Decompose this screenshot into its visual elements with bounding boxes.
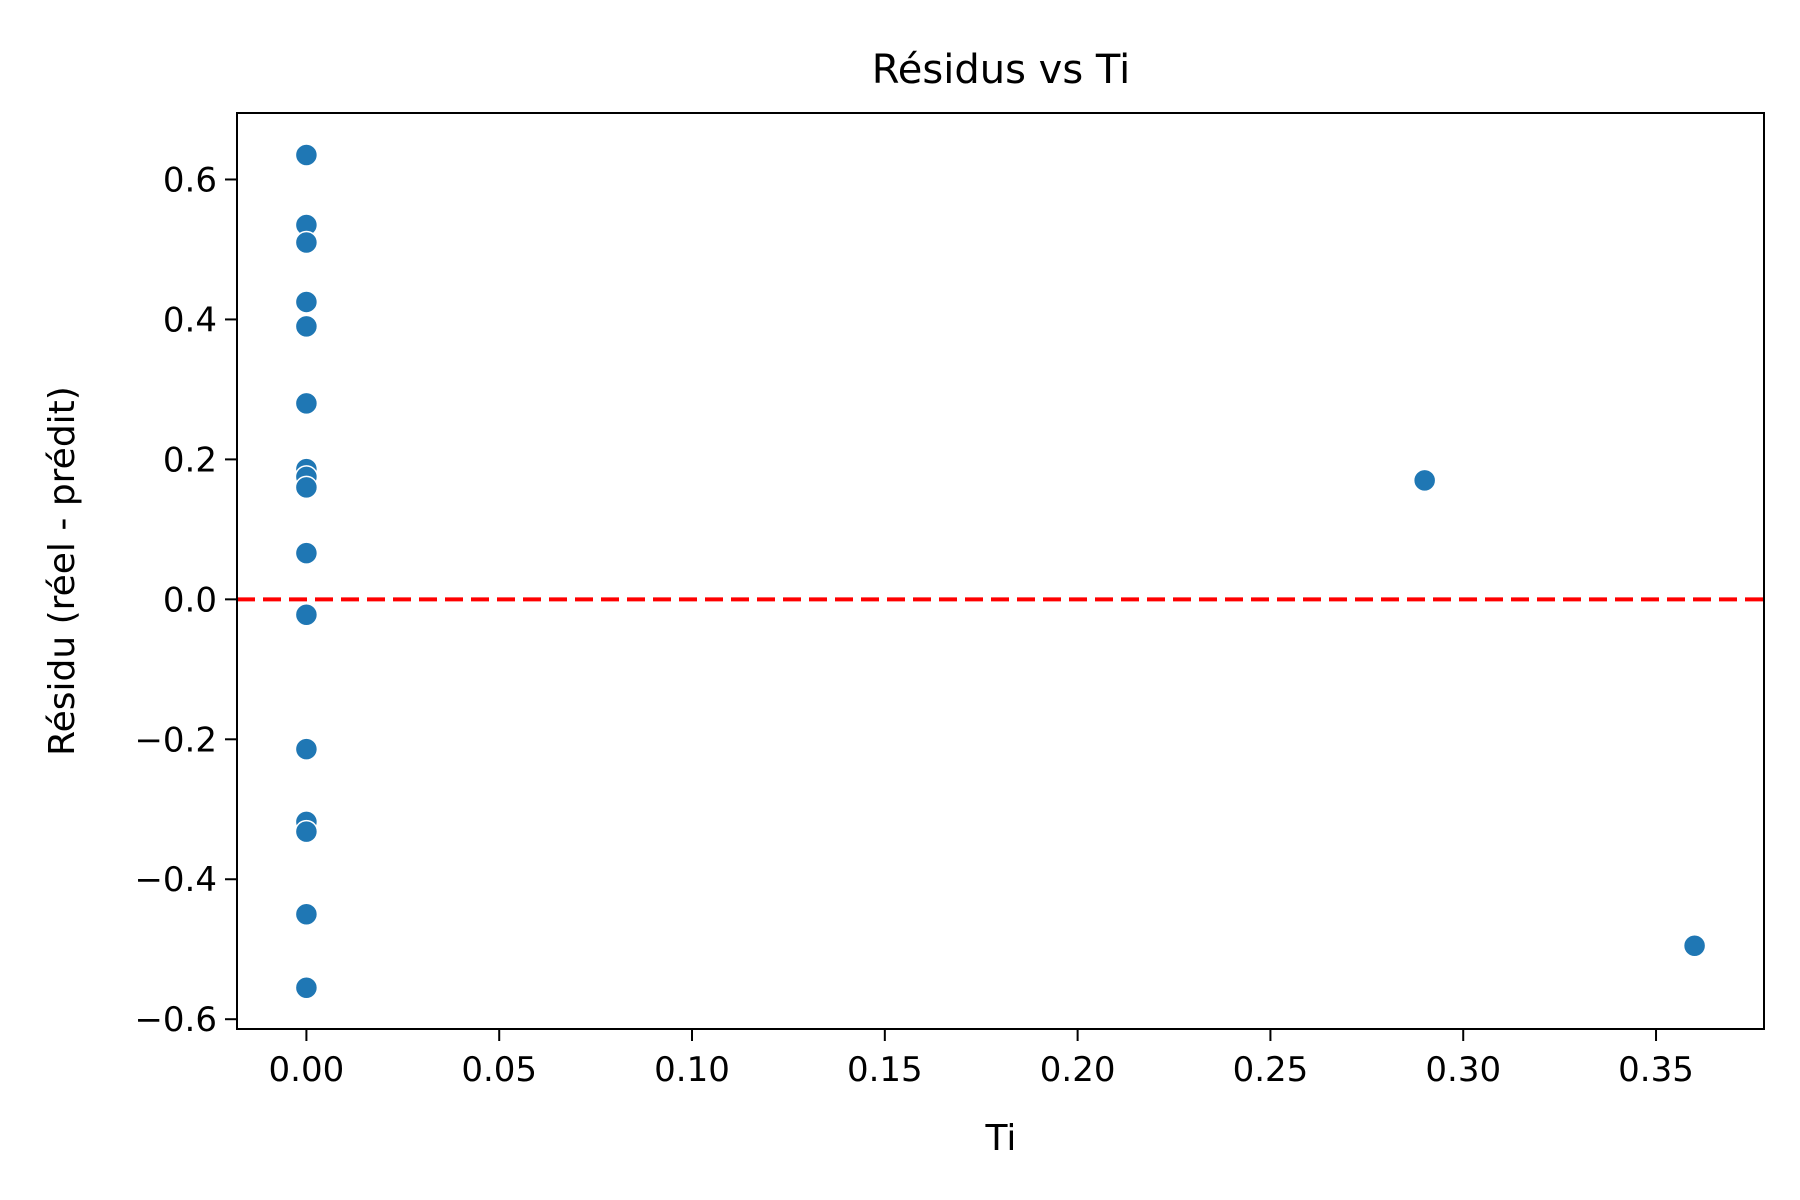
data-point — [294, 737, 319, 761]
x-tick-label: 0.10 — [654, 1050, 730, 1090]
data-point — [1682, 933, 1707, 958]
data-point — [294, 602, 319, 627]
y-tick-label: −0.4 — [134, 860, 217, 900]
x-tick-label: 0.00 — [269, 1050, 345, 1090]
y-tick-label: 0.6 — [163, 160, 217, 200]
chart-title: Résidus vs Ti — [872, 47, 1130, 93]
y-axis-ticks: −0.6 −0.4 −0.2 0.0 0.2 0.4 0.6 — [134, 160, 237, 1040]
data-points — [294, 143, 1707, 1000]
y-tick-label: −0.2 — [134, 720, 217, 760]
x-axis-ticks: 0.00 0.05 0.10 0.15 0.20 0.25 0.30 0.35 — [269, 1029, 1694, 1090]
x-tick-label: 0.35 — [1618, 1050, 1694, 1090]
y-tick-label: 0.0 — [163, 580, 217, 620]
data-point — [294, 541, 319, 565]
data-point — [294, 314, 319, 339]
data-point — [294, 475, 319, 500]
x-tick-label: 0.25 — [1233, 1050, 1309, 1090]
x-tick-label: 0.05 — [461, 1050, 537, 1090]
data-point — [294, 902, 319, 926]
x-tick-label: 0.15 — [847, 1050, 923, 1090]
data-point — [294, 230, 319, 255]
y-tick-label: 0.4 — [163, 300, 217, 340]
data-point — [294, 143, 319, 167]
y-tick-label: 0.2 — [163, 440, 217, 480]
x-tick-label: 0.20 — [1040, 1050, 1116, 1090]
data-point — [294, 391, 319, 416]
data-point — [294, 819, 319, 844]
x-tick-label: 0.30 — [1425, 1050, 1501, 1090]
axes-frame — [236, 112, 1765, 1030]
x-axis-label: Ti — [985, 1118, 1017, 1159]
data-point — [294, 290, 319, 314]
y-axis-label: Résidu (réel - prédit) — [42, 386, 83, 756]
data-point — [1412, 468, 1437, 493]
y-tick-label: −0.6 — [134, 1000, 217, 1040]
data-point — [294, 975, 319, 1000]
